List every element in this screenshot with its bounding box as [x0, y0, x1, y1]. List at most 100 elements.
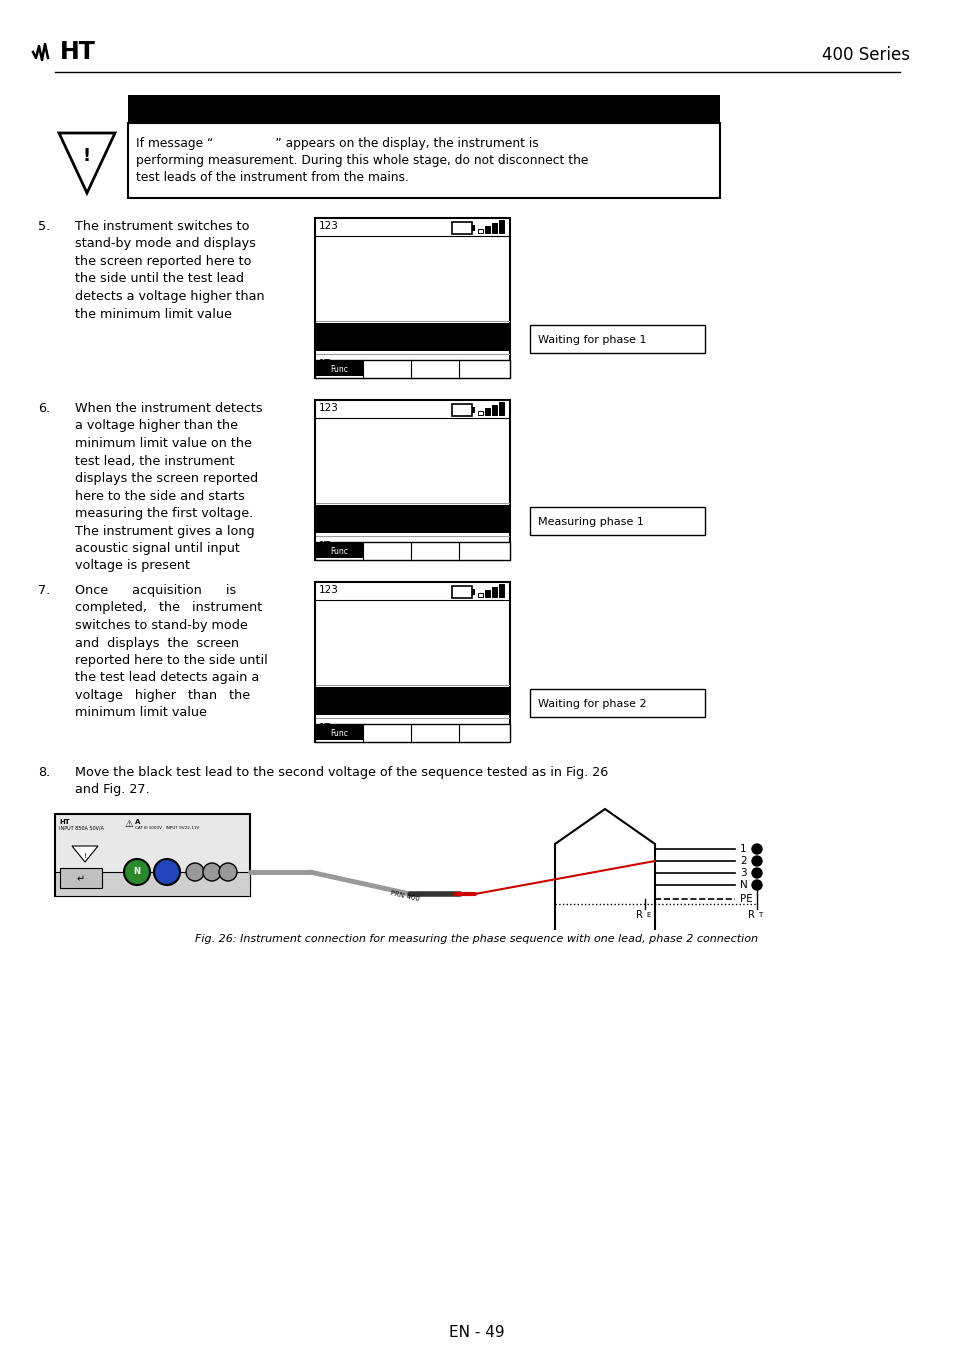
- Bar: [55, 871, 250, 896]
- Bar: [477, 593, 482, 597]
- Text: reported here to the side until: reported here to the side until: [75, 654, 268, 667]
- Text: 1T: 1T: [318, 359, 331, 369]
- Text: !: !: [84, 852, 87, 859]
- Text: test leads of the instrument from the mains.: test leads of the instrument from the ma…: [136, 172, 409, 184]
- Circle shape: [751, 844, 761, 854]
- Text: 123: 123: [318, 222, 338, 231]
- Text: switches to stand-by mode: switches to stand-by mode: [75, 619, 248, 632]
- Text: the minimum limit value: the minimum limit value: [75, 308, 232, 320]
- Bar: [128, 95, 720, 123]
- Text: minimum limit value: minimum limit value: [75, 707, 207, 720]
- Bar: [472, 226, 475, 231]
- Circle shape: [219, 863, 236, 881]
- Text: HT: HT: [60, 41, 95, 63]
- Polygon shape: [71, 846, 98, 862]
- Text: Func: Func: [330, 730, 348, 739]
- Bar: [452, 586, 472, 598]
- Bar: [315, 688, 509, 715]
- Text: 5.: 5.: [38, 220, 51, 232]
- Text: ⚠: ⚠: [125, 819, 133, 830]
- Text: PRN 400: PRN 400: [390, 890, 420, 902]
- Text: 1T: 1T: [318, 723, 331, 734]
- Bar: [452, 404, 472, 416]
- Bar: [315, 323, 509, 351]
- Text: the test lead detects again a: the test lead detects again a: [75, 671, 259, 685]
- Bar: [315, 359, 363, 376]
- Text: N: N: [133, 867, 140, 877]
- Text: A: A: [135, 819, 140, 825]
- Text: Once      acquisition      is: Once acquisition is: [75, 584, 236, 597]
- Text: E: E: [645, 912, 650, 917]
- Text: T: T: [758, 912, 761, 917]
- Bar: [472, 589, 475, 594]
- Text: 1T: 1T: [318, 540, 331, 551]
- Text: voltage is present: voltage is present: [75, 559, 190, 573]
- Text: 3: 3: [740, 867, 746, 878]
- Text: minimum limit value on the: minimum limit value on the: [75, 436, 252, 450]
- Text: 123: 123: [318, 585, 338, 594]
- Bar: [472, 407, 475, 413]
- Text: !: !: [83, 147, 91, 165]
- Text: When the instrument detects: When the instrument detects: [75, 403, 262, 415]
- Text: PE: PE: [740, 894, 752, 904]
- Text: 7.: 7.: [38, 584, 51, 597]
- Circle shape: [186, 863, 204, 881]
- Text: CAT III 1000V   INPUT 9V22-11V: CAT III 1000V INPUT 9V22-11V: [135, 825, 199, 830]
- Text: N: N: [740, 880, 747, 890]
- Circle shape: [124, 859, 150, 885]
- Text: the side until the test lead: the side until the test lead: [75, 273, 244, 285]
- Bar: [314, 218, 510, 378]
- Text: 2: 2: [740, 857, 746, 866]
- Bar: [128, 123, 720, 199]
- Text: acoustic signal until input: acoustic signal until input: [75, 542, 239, 555]
- Text: the screen reported here to: the screen reported here to: [75, 255, 252, 267]
- Text: and Fig. 27.: and Fig. 27.: [75, 784, 150, 797]
- Text: 123: 123: [318, 403, 338, 413]
- Circle shape: [153, 859, 180, 885]
- Text: 1: 1: [740, 844, 746, 854]
- Bar: [60, 867, 102, 888]
- Bar: [55, 815, 250, 896]
- Bar: [484, 226, 490, 232]
- Text: 400 Series: 400 Series: [821, 46, 909, 63]
- Text: and  displays  the  screen: and displays the screen: [75, 636, 239, 650]
- Text: INPUT 850A 50V/A: INPUT 850A 50V/A: [59, 825, 104, 831]
- Text: stand-by mode and displays: stand-by mode and displays: [75, 238, 255, 250]
- Text: Move the black test lead to the second voltage of the sequence tested as in Fig.: Move the black test lead to the second v…: [75, 766, 608, 780]
- Text: The instrument gives a long: The instrument gives a long: [75, 524, 254, 538]
- Text: voltage   higher   than   the: voltage higher than the: [75, 689, 250, 703]
- Text: displays the screen reported: displays the screen reported: [75, 471, 258, 485]
- Text: Waiting for phase 2: Waiting for phase 2: [537, 698, 646, 709]
- Circle shape: [751, 867, 761, 878]
- Text: measuring the first voltage.: measuring the first voltage.: [75, 507, 253, 520]
- Bar: [315, 542, 363, 558]
- Bar: [484, 408, 490, 415]
- Bar: [452, 222, 472, 234]
- Text: The instrument switches to: The instrument switches to: [75, 220, 250, 232]
- Text: 6.: 6.: [38, 403, 51, 415]
- Bar: [498, 584, 503, 597]
- Circle shape: [751, 857, 761, 866]
- Text: test lead, the instrument: test lead, the instrument: [75, 454, 234, 467]
- Bar: [498, 403, 503, 415]
- Bar: [492, 405, 497, 415]
- Bar: [530, 689, 704, 717]
- Polygon shape: [59, 132, 115, 193]
- Bar: [484, 590, 490, 597]
- Text: Func: Func: [330, 366, 348, 374]
- Text: Measuring phase 1: Measuring phase 1: [537, 517, 643, 527]
- Bar: [314, 582, 510, 742]
- Text: Waiting for phase 1: Waiting for phase 1: [537, 335, 646, 345]
- Circle shape: [751, 880, 761, 890]
- Text: EN - 49: EN - 49: [449, 1325, 504, 1340]
- Bar: [314, 724, 510, 742]
- Bar: [477, 411, 482, 415]
- Text: detects a voltage higher than: detects a voltage higher than: [75, 290, 264, 303]
- Bar: [314, 542, 510, 561]
- Text: HT: HT: [59, 819, 70, 825]
- Text: If message “                ” appears on the display, the instrument is: If message “ ” appears on the display, t…: [136, 136, 538, 150]
- Text: 8.: 8.: [38, 766, 51, 780]
- Bar: [314, 359, 510, 378]
- Text: Fig. 26: Instrument connection for measuring the phase sequence with one lead, p: Fig. 26: Instrument connection for measu…: [195, 934, 758, 944]
- Bar: [492, 586, 497, 597]
